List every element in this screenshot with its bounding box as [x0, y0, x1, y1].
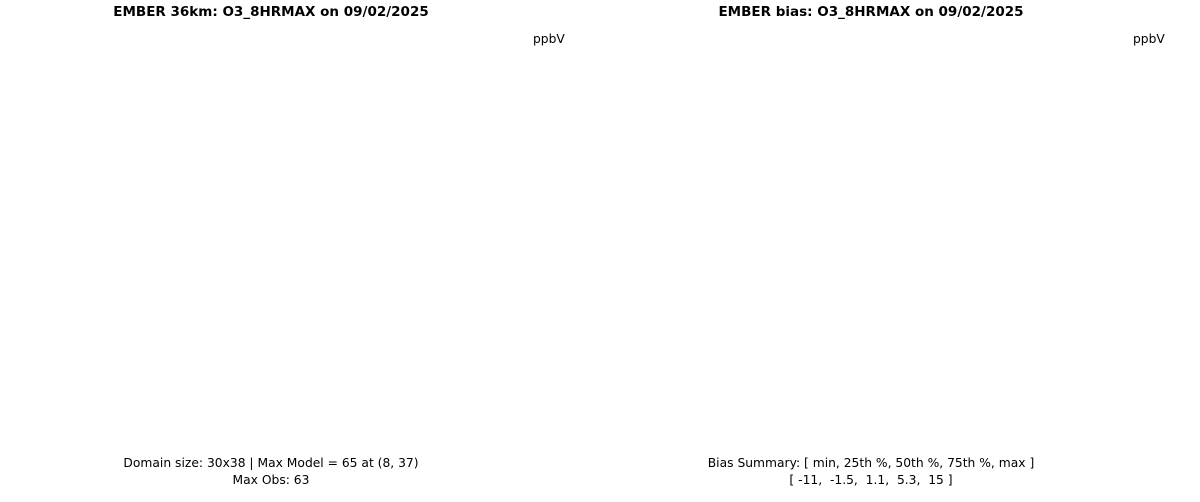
caption-model-line1: Domain size: 30x38 | Max Model = 65 at (… — [123, 456, 419, 470]
caption-model-line2: Max Obs: 63 — [232, 473, 310, 487]
panel-title-model: EMBER 36km: O3_8HRMAX on 09/02/2025 — [113, 4, 429, 20]
colorbar-title-model: ppbV — [533, 32, 565, 46]
caption-bias-line1: Bias Summary: [ min, 25th %, 50th %, 75t… — [707, 456, 1035, 470]
colorbar-title-bias: ppbV — [1133, 32, 1165, 46]
caption-bias-line2: [ -11, -1.5, 1.1, 5.3, 15 ] — [789, 473, 953, 487]
panel-title-bias: EMBER bias: O3_8HRMAX on 09/02/2025 — [718, 4, 1024, 20]
